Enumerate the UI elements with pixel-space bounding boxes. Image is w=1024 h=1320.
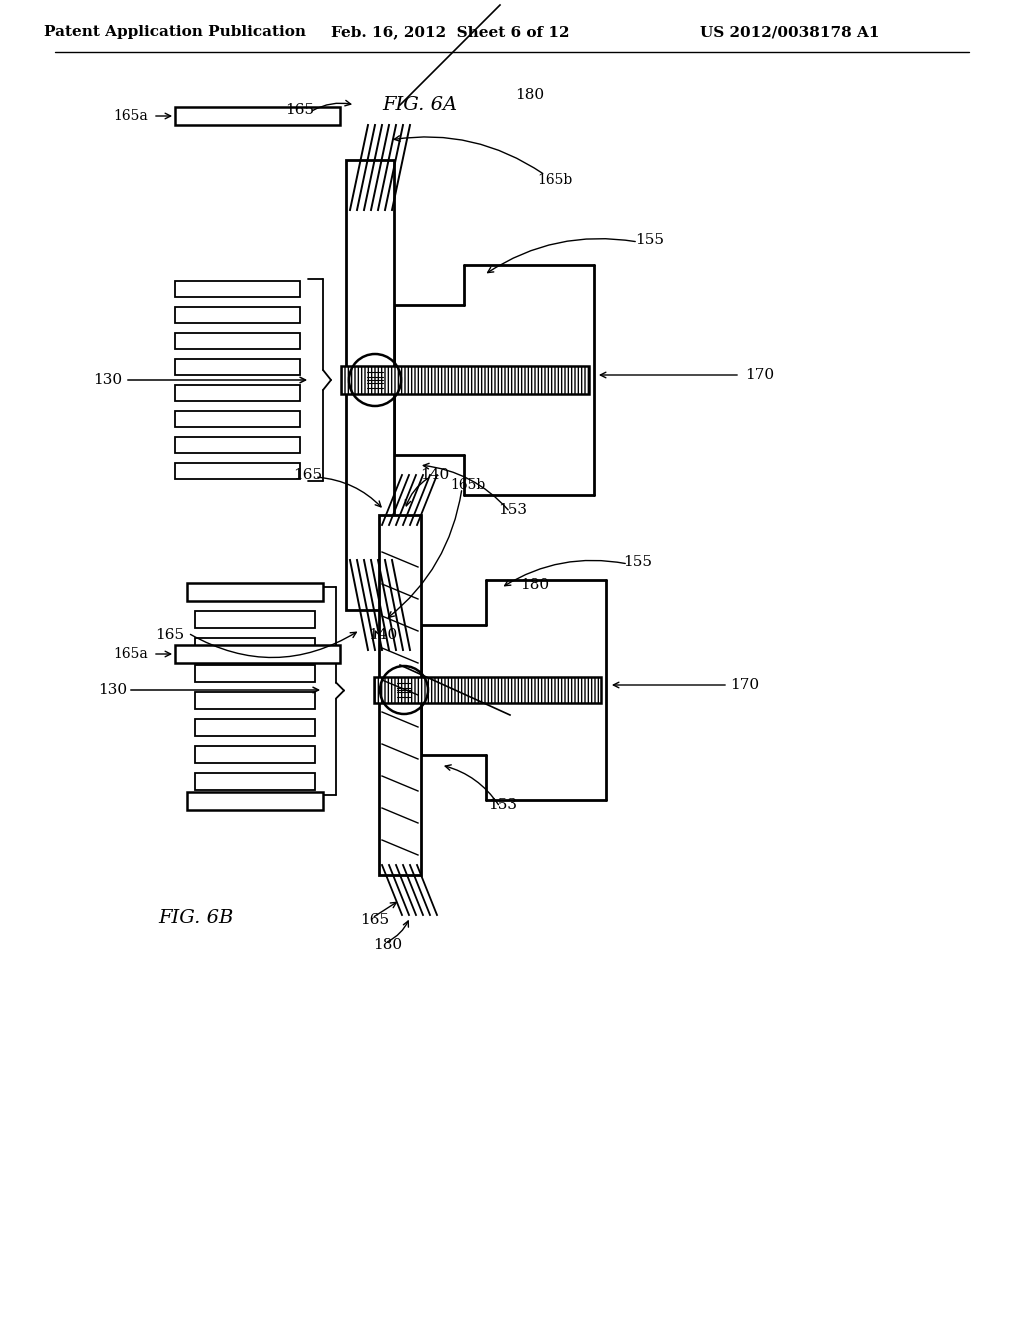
Text: 165a: 165a [114,110,148,123]
Text: Feb. 16, 2012  Sheet 6 of 12: Feb. 16, 2012 Sheet 6 of 12 [331,25,569,40]
Text: 170: 170 [745,368,774,381]
Text: FIG. 6B: FIG. 6B [158,909,233,927]
Bar [341,366,589,393]
Bar [195,772,315,789]
Text: 165: 165 [360,913,389,927]
Bar [195,692,315,709]
Bar [379,515,421,875]
Text: 140: 140 [421,469,450,482]
Bar [175,411,300,426]
Text: 153: 153 [499,503,527,517]
Bar [175,463,300,479]
Text: 130: 130 [98,682,128,697]
Text: 140: 140 [369,628,397,642]
Bar [175,385,300,401]
Bar [374,677,601,704]
Bar [346,160,394,610]
Text: US 2012/0038178 A1: US 2012/0038178 A1 [700,25,880,40]
Text: 180: 180 [374,939,402,952]
Text: 165b: 165b [538,173,572,187]
Bar [175,645,340,663]
Bar [195,664,315,681]
Text: 155: 155 [624,554,652,569]
Text: FIG. 6A: FIG. 6A [382,96,458,114]
Text: 165: 165 [286,103,314,117]
Bar [187,582,323,601]
Bar [195,610,315,627]
Text: 180: 180 [515,88,545,102]
Text: 130: 130 [93,374,123,387]
Bar [187,792,323,809]
Text: 165a: 165a [114,647,148,661]
Bar [175,333,300,348]
Bar [195,746,315,763]
Bar [175,359,300,375]
Text: 165b: 165b [451,478,485,492]
Text: 170: 170 [730,678,760,692]
Bar [195,718,315,735]
Text: 155: 155 [636,234,665,247]
Bar [195,638,315,655]
Bar [175,308,300,323]
Bar [175,107,340,125]
Text: 165: 165 [294,469,323,482]
Text: 153: 153 [488,799,517,812]
Text: 165: 165 [156,628,184,642]
Bar [175,437,300,453]
Bar [175,281,300,297]
Text: Patent Application Publication: Patent Application Publication [44,25,306,40]
Text: 180: 180 [520,578,550,591]
